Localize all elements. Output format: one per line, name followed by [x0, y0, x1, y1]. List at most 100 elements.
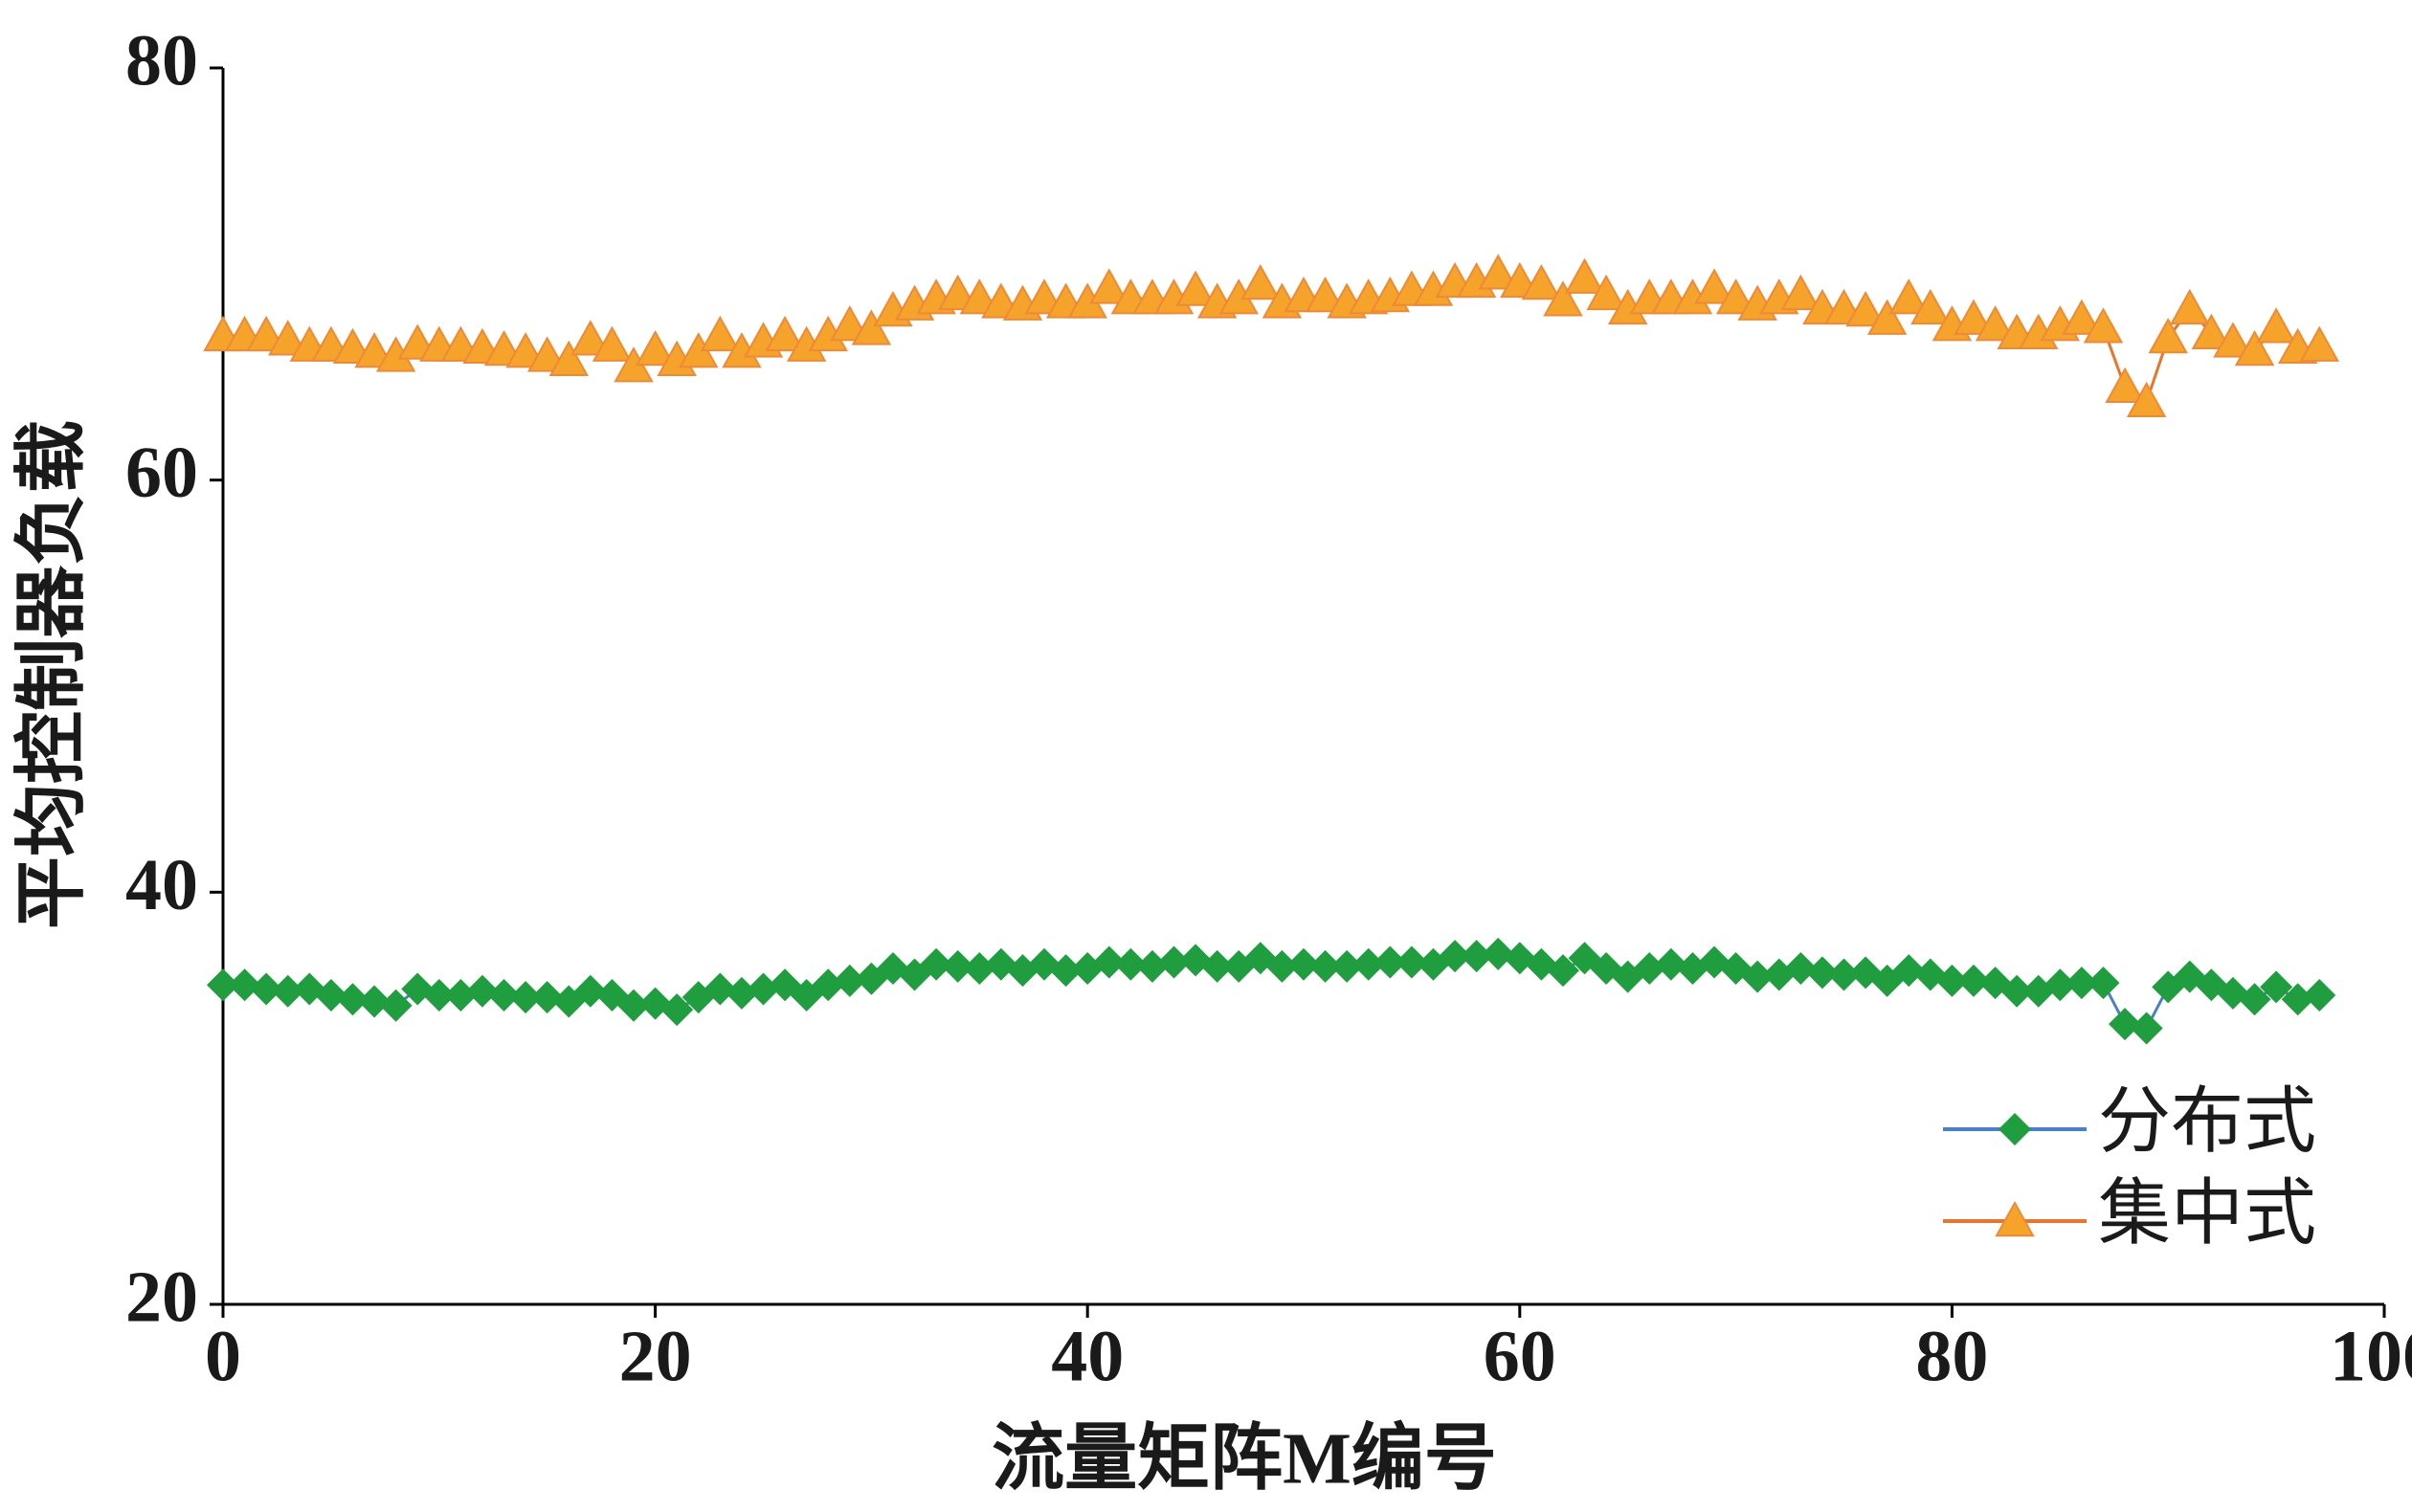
data-point	[1590, 952, 1623, 986]
data-point	[2299, 325, 2339, 362]
data-point	[1910, 288, 1951, 325]
data-point	[1374, 945, 1407, 979]
data-point	[354, 332, 394, 368]
data-point	[1654, 947, 1687, 981]
data-point	[2126, 381, 2167, 418]
data-point	[851, 309, 892, 345]
data-point	[1240, 264, 1281, 300]
data-point	[1308, 949, 1342, 983]
data-point	[833, 964, 866, 997]
data-point	[1975, 305, 2016, 342]
data-point	[876, 952, 909, 986]
data-point	[765, 315, 805, 352]
y-tick-label: 40	[125, 845, 198, 925]
data-point	[2000, 974, 2034, 1008]
data-point	[938, 274, 978, 311]
y-tick-label: 80	[125, 20, 198, 100]
data-point	[527, 336, 568, 372]
data-point	[379, 989, 413, 1022]
data-point	[2234, 329, 2275, 367]
data-point	[1024, 278, 1064, 315]
data-point	[228, 968, 261, 1002]
data-point	[941, 949, 974, 983]
data-point	[530, 981, 564, 1014]
data-point	[2191, 313, 2232, 349]
data-point	[830, 305, 870, 342]
data-point	[1049, 954, 1083, 988]
x-tick-label: 100	[2330, 1316, 2412, 1396]
data-point	[2083, 307, 2124, 344]
data-point	[660, 993, 694, 1027]
data-point	[548, 340, 589, 376]
data-point	[1482, 937, 1515, 970]
data-point	[920, 947, 953, 981]
data-point	[2170, 288, 2210, 325]
y-tick-label: 60	[125, 433, 198, 513]
data-point	[465, 974, 499, 1008]
data-point	[2065, 967, 2098, 1000]
data-point	[422, 979, 456, 1012]
data-point	[2148, 318, 2188, 354]
y-tick-label: 20	[125, 1256, 198, 1337]
data-point	[246, 315, 286, 352]
data-point	[1135, 949, 1169, 983]
data-point	[1694, 268, 1734, 304]
data-point	[1287, 947, 1320, 981]
data-point	[1092, 945, 1126, 979]
data-point	[2130, 1012, 2163, 1045]
data-point	[487, 979, 521, 1012]
data-point	[1780, 274, 1821, 311]
data-point	[1200, 949, 1234, 983]
data-point	[2062, 299, 2102, 335]
data-point	[509, 981, 543, 1014]
data-point	[1715, 278, 1756, 315]
data-point	[700, 315, 741, 352]
x-tick-label: 0	[205, 1316, 241, 1396]
data-point	[1741, 960, 1775, 993]
data-point	[1586, 274, 1626, 311]
data-point	[1157, 945, 1191, 979]
data-point	[573, 974, 607, 1008]
data-point	[1805, 956, 1839, 989]
data-point	[959, 278, 999, 315]
data-point	[747, 972, 780, 1006]
data-point	[2044, 968, 2077, 1002]
data-point	[1719, 952, 1753, 986]
data-point	[1460, 940, 1493, 973]
data-point	[617, 989, 651, 1022]
data-point	[1114, 947, 1148, 981]
data-point	[1330, 949, 1364, 983]
data-point	[1439, 940, 1472, 973]
data-point	[505, 332, 546, 368]
data-point	[2256, 307, 2296, 344]
data-point	[2303, 979, 2336, 1012]
data-point	[1175, 270, 1216, 306]
data-point	[1395, 945, 1428, 979]
data-point	[1956, 964, 1990, 997]
data-point	[2281, 983, 2314, 1016]
data-point	[1784, 952, 1818, 986]
data-point	[1265, 949, 1299, 983]
data-point	[250, 972, 283, 1006]
data-point	[2152, 970, 2185, 1004]
data-point	[1954, 299, 1994, 335]
data-point	[358, 985, 391, 1018]
data-point	[268, 320, 308, 356]
data-point	[725, 976, 758, 1010]
data-point	[2105, 367, 2145, 403]
data-point	[2238, 983, 2271, 1016]
y-axis-label: 平均控制器负载	[11, 420, 92, 929]
data-point	[1546, 954, 1579, 988]
data-point	[1521, 264, 1562, 300]
data-point	[1633, 952, 1666, 986]
data-point	[1564, 257, 1605, 294]
data-point	[207, 968, 239, 1002]
data-point	[1827, 958, 1861, 991]
data-point	[271, 974, 304, 1008]
data-point	[1543, 280, 1583, 317]
data-point	[332, 327, 373, 365]
data-point	[1935, 964, 1969, 997]
data-point	[1866, 299, 1908, 335]
data-point	[314, 979, 347, 1012]
